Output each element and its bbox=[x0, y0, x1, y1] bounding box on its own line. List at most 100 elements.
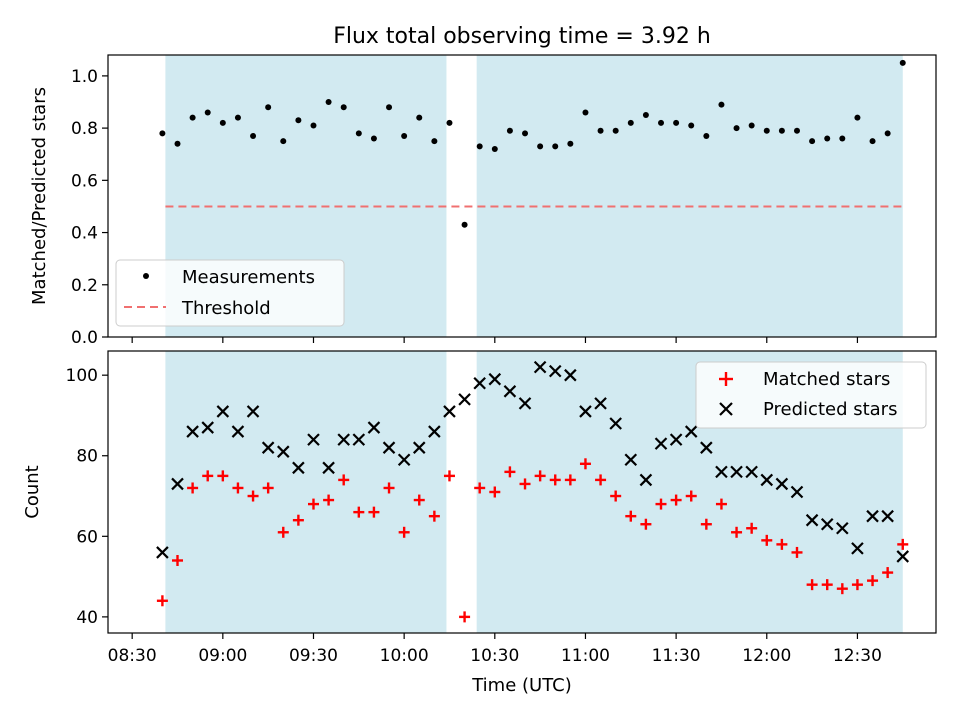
matched-star-marker bbox=[187, 482, 199, 494]
predicted-star-marker bbox=[261, 441, 275, 454]
predicted-star-marker bbox=[231, 425, 245, 438]
matched-star-marker bbox=[625, 510, 637, 522]
predicted-star-marker bbox=[473, 376, 486, 390]
count-legend-box bbox=[695, 361, 927, 429]
predicted-star-marker bbox=[171, 477, 184, 491]
predicted-star-marker bbox=[382, 441, 396, 454]
matched-star-marker bbox=[821, 579, 833, 591]
predicted-star-marker bbox=[669, 433, 683, 446]
y-tick-label: 100 bbox=[66, 366, 98, 386]
matched-star-marker bbox=[851, 579, 863, 591]
measurement-point bbox=[340, 104, 347, 111]
matched-star-marker bbox=[156, 595, 168, 607]
measurement-point bbox=[234, 114, 241, 121]
measurement-point bbox=[673, 119, 680, 126]
matched-star-marker bbox=[700, 518, 712, 530]
predicted-star-marker bbox=[730, 465, 743, 479]
matched-star-marker bbox=[338, 474, 350, 486]
predicted-star-marker bbox=[881, 509, 894, 523]
matched-star-marker bbox=[670, 494, 682, 506]
measurement-point bbox=[401, 132, 408, 139]
predicted-star-marker bbox=[745, 465, 758, 479]
matched-star-marker bbox=[262, 482, 274, 494]
y-tick-label: 0.2 bbox=[71, 276, 98, 296]
matched-star-marker bbox=[715, 498, 727, 510]
matched-star-marker bbox=[655, 498, 667, 510]
matched-star-marker bbox=[791, 546, 803, 558]
measurement-point bbox=[506, 127, 513, 134]
predicted-star-marker bbox=[458, 393, 471, 406]
measurement-point bbox=[189, 114, 196, 121]
measurement-point bbox=[748, 122, 755, 129]
predicted-star-marker bbox=[654, 437, 668, 450]
measurement-point bbox=[718, 101, 725, 108]
y-tick-label: 0.6 bbox=[71, 171, 98, 191]
matched-star-marker bbox=[459, 611, 471, 623]
measurement-point bbox=[869, 138, 876, 145]
matched-star-marker bbox=[413, 494, 425, 506]
measurement-point bbox=[522, 130, 529, 137]
legend-matched-marker bbox=[719, 372, 733, 386]
x-tick-label: 12:30 bbox=[833, 646, 882, 666]
matched-star-marker bbox=[534, 470, 546, 482]
count-panel: 40 60 80 100 08:30 09:00 09:30 10:00 10:30 11:00… bbox=[22, 350, 937, 696]
measurement-point bbox=[476, 143, 483, 150]
measurement-point bbox=[582, 109, 589, 116]
count-x-ticks: 08:30 09:00 09:30 10:00 10:30 11:00 11:30 12:00… bbox=[108, 633, 882, 666]
predicted-star-marker bbox=[276, 445, 290, 458]
x-tick-label: 10:30 bbox=[470, 646, 519, 666]
predicted-star-marker bbox=[246, 405, 260, 418]
measurement-point bbox=[658, 119, 665, 126]
predicted-star-marker bbox=[836, 521, 849, 535]
legend-measurement-marker bbox=[143, 273, 149, 279]
measurement-point bbox=[416, 114, 423, 121]
predicted-star-marker bbox=[337, 433, 350, 446]
legend-measurements-label: Measurements bbox=[182, 267, 315, 288]
legend-matched-label: Matched stars bbox=[763, 369, 890, 390]
predicted-star-marker bbox=[443, 405, 456, 418]
count-legend: Matched stars Predicted stars bbox=[695, 361, 927, 429]
matched-star-marker bbox=[217, 470, 229, 482]
y-tick-label: 1.0 bbox=[71, 67, 98, 87]
predicted-star-marker bbox=[564, 368, 577, 382]
predicted-star-marker bbox=[352, 433, 366, 446]
predicted-star-marker bbox=[322, 461, 335, 475]
matched-star-marker bbox=[640, 518, 652, 530]
predicted-star-marker bbox=[367, 421, 381, 434]
legend-predicted-label: Predicted stars bbox=[763, 399, 897, 420]
matched-star-marker bbox=[247, 490, 259, 502]
ratio-legend-box bbox=[115, 259, 345, 327]
count-panel-frame bbox=[107, 350, 937, 634]
measurement-point bbox=[491, 146, 498, 152]
predicted-star-marker bbox=[609, 417, 622, 430]
matched-star-marker bbox=[398, 526, 410, 538]
measurement-point bbox=[295, 117, 302, 124]
predicted-star-marker bbox=[820, 517, 834, 531]
measurement-point bbox=[733, 125, 740, 132]
matched-star-marker bbox=[836, 583, 848, 595]
matched-star-marker bbox=[232, 482, 244, 494]
matched-star-marker bbox=[323, 494, 335, 506]
predicted-star-marker bbox=[579, 405, 592, 418]
matched-star-marker bbox=[428, 510, 440, 522]
matched-star-marker bbox=[685, 490, 697, 502]
measurement-point bbox=[899, 59, 906, 66]
predicted-star-marker bbox=[790, 485, 804, 499]
matched-star-marker bbox=[549, 474, 561, 486]
measurement-point bbox=[627, 119, 634, 126]
matched-star-marker bbox=[897, 538, 909, 550]
matched-star-marker bbox=[353, 506, 365, 518]
measurement-point bbox=[552, 143, 559, 150]
measurement-point bbox=[174, 140, 181, 147]
ratio-y-axis-label: Matched/Predicted stars bbox=[29, 87, 50, 305]
measurement-point bbox=[884, 130, 891, 137]
predicted-star-marker bbox=[700, 441, 713, 454]
y-tick-label: 40 bbox=[76, 608, 98, 628]
matched-star-marker bbox=[519, 478, 531, 490]
measurement-point bbox=[219, 119, 226, 126]
matched-star-marker bbox=[474, 482, 486, 494]
y-tick-label: 0.0 bbox=[71, 328, 98, 348]
predicted-star-marker bbox=[684, 425, 698, 438]
count-points bbox=[156, 360, 910, 623]
